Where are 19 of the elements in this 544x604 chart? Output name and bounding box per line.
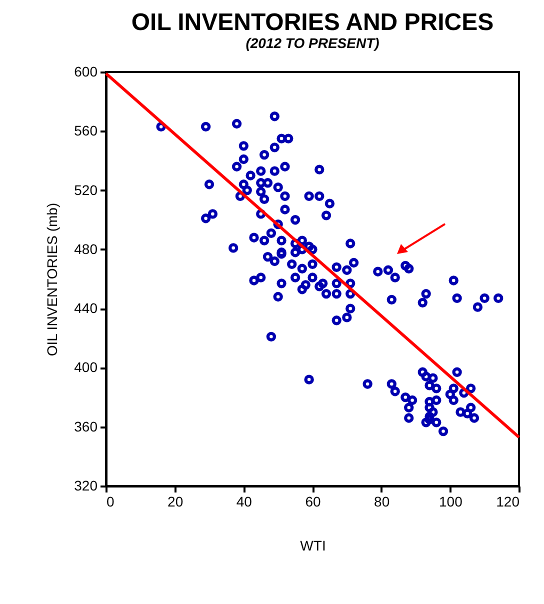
y-tick-label: 360 (74, 418, 98, 434)
x-tick-label: 100 (438, 494, 463, 510)
y-tick-label: 400 (74, 359, 98, 376)
y-tick-label: 480 (74, 240, 98, 257)
y-tick-label: 600 (74, 64, 98, 80)
x-tick-label: 60 (305, 494, 321, 510)
chart-title: OIL INVENTORIES AND PRICES (131, 9, 494, 36)
y-tick-label: 560 (74, 122, 98, 139)
y-tick-label: 320 (74, 478, 98, 494)
y-tick-label: 520 (74, 182, 98, 198)
x-tick-label: 80 (374, 494, 390, 510)
y-tick-label: 440 (74, 300, 98, 316)
x-tick-label: 20 (168, 494, 184, 510)
x-tick-label: 0 (106, 494, 114, 510)
x-tick-label: 40 (236, 494, 252, 510)
x-axis-title: WTI (300, 538, 326, 554)
x-tick-label: 120 (496, 494, 520, 510)
y-axis-title: OIL INVENTORIES (mb) (44, 202, 60, 356)
chart-subtitle: (2012 TO PRESENT) (246, 35, 380, 51)
